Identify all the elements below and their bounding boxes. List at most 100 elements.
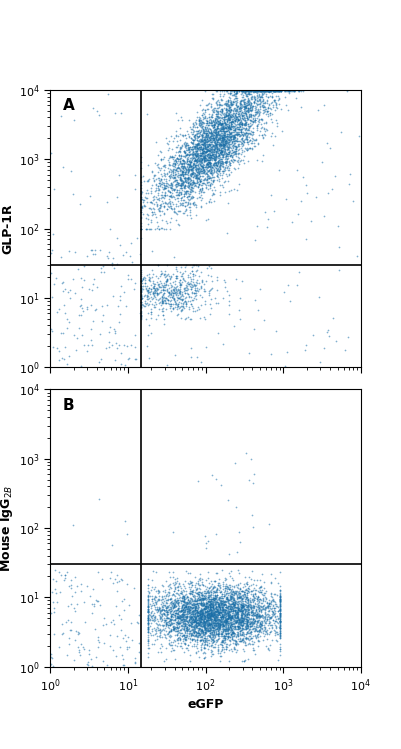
Point [255, 607, 261, 619]
Point [164, 137, 170, 149]
Point [190, 159, 196, 171]
Point [180, 629, 186, 641]
Point [138, 212, 145, 224]
Point [219, 617, 225, 629]
Point [183, 616, 190, 628]
Point [192, 161, 198, 173]
Point [172, 595, 178, 607]
Point [250, 623, 257, 635]
Point [240, 94, 247, 106]
Point [202, 154, 208, 166]
Point [327, 142, 334, 154]
Point [230, 141, 236, 153]
Point [199, 598, 206, 610]
Point [177, 141, 183, 153]
Point [205, 148, 211, 160]
Point [197, 115, 204, 127]
Point [180, 608, 187, 620]
Point [200, 612, 206, 624]
Point [243, 616, 250, 628]
Point [94, 105, 100, 117]
Point [152, 611, 159, 623]
Point [257, 616, 263, 628]
Point [276, 595, 283, 607]
Point [225, 148, 231, 160]
Point [248, 611, 255, 623]
Point [244, 576, 251, 588]
Point [225, 118, 232, 130]
Point [223, 95, 229, 107]
Point [193, 177, 200, 189]
Point [188, 152, 194, 164]
Point [215, 618, 221, 630]
Point [111, 262, 117, 274]
Point [207, 130, 213, 142]
Point [220, 123, 226, 135]
Point [166, 166, 172, 178]
Point [221, 625, 228, 637]
Point [193, 288, 199, 300]
Point [204, 164, 210, 176]
Point [193, 163, 200, 175]
Point [203, 168, 210, 180]
Point [232, 114, 238, 126]
Point [218, 610, 225, 622]
Point [219, 603, 226, 615]
Point [222, 619, 228, 631]
Point [215, 125, 221, 137]
Point [152, 180, 159, 192]
Point [276, 589, 283, 601]
Point [219, 117, 225, 129]
Point [238, 607, 245, 619]
Point [194, 601, 201, 613]
Point [194, 134, 200, 146]
Point [237, 102, 243, 114]
Point [199, 608, 206, 620]
Point [205, 604, 212, 616]
Point [245, 135, 252, 147]
Point [260, 97, 267, 109]
Point [219, 100, 226, 112]
Point [174, 153, 180, 165]
Point [124, 273, 131, 285]
Point [170, 602, 176, 614]
Point [234, 96, 240, 108]
Point [157, 646, 164, 658]
Point [152, 157, 158, 169]
Point [144, 208, 150, 220]
Point [189, 286, 195, 298]
Point [190, 162, 196, 174]
Point [221, 590, 227, 602]
Point [242, 610, 249, 622]
Point [191, 627, 198, 639]
Point [197, 634, 204, 646]
Point [190, 613, 196, 625]
Point [196, 605, 203, 617]
Point [249, 565, 255, 577]
Point [176, 619, 182, 631]
Point [183, 625, 190, 637]
Point [198, 573, 205, 585]
Point [234, 606, 240, 618]
Point [272, 96, 278, 108]
Point [168, 298, 174, 310]
Point [219, 136, 225, 148]
Point [176, 152, 183, 164]
Point [294, 279, 300, 291]
Point [139, 292, 146, 304]
Point [144, 637, 151, 649]
Point [237, 100, 244, 112]
Point [231, 595, 237, 607]
Point [217, 147, 224, 159]
Point [227, 580, 233, 592]
Point [168, 631, 174, 643]
Point [181, 609, 187, 621]
Point [247, 98, 254, 110]
Point [223, 619, 229, 631]
Point [201, 628, 208, 640]
Point [265, 622, 272, 634]
Point [200, 619, 207, 631]
Point [186, 601, 193, 613]
Point [252, 624, 258, 636]
Point [173, 146, 179, 158]
